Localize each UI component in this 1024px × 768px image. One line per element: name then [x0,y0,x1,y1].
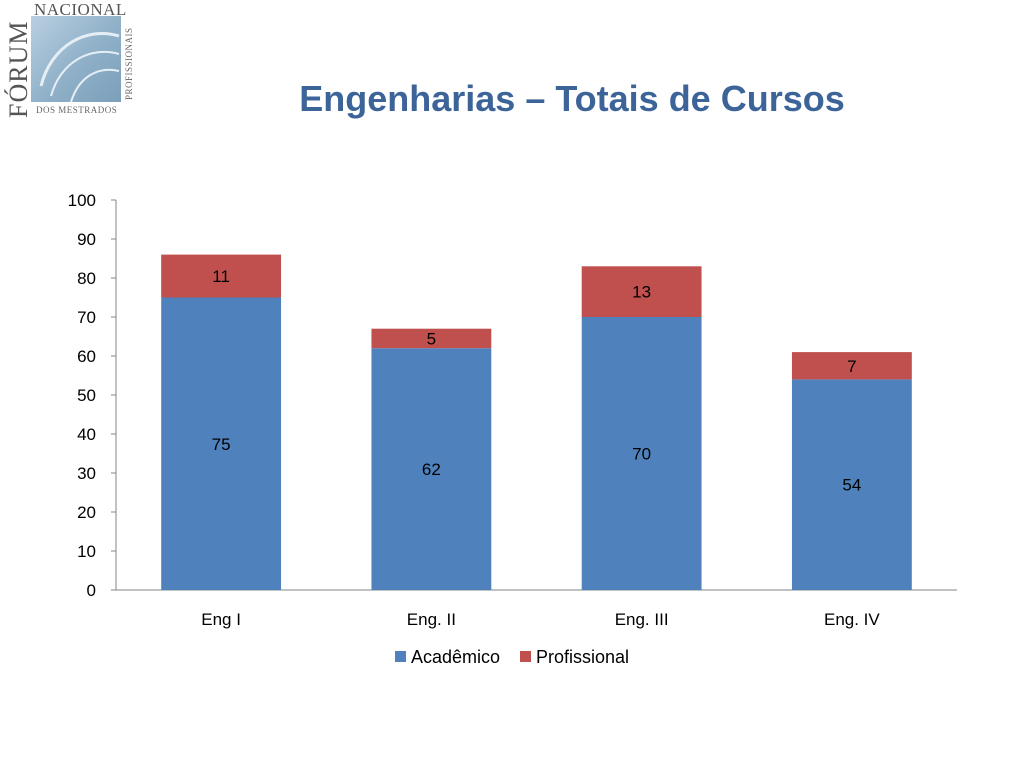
bar-academico [161,297,282,590]
legend-label: Acadêmico [410,647,500,667]
y-tick-label: 90 [77,230,96,249]
bar-profissional [791,352,912,380]
x-tick-label: Eng. III [615,610,669,629]
legend-swatch [394,651,406,662]
y-tick-label: 70 [77,308,96,327]
bar-profissional [161,254,282,298]
data-label: 75 [212,435,231,454]
logo-bottom-text: DOS MESTRADOS [36,105,118,115]
data-label: 11 [212,267,230,286]
data-label: 13 [632,283,651,302]
logo-name-text: NACIONAL [34,0,127,19]
y-tick-label: 60 [77,347,96,366]
data-label: 5 [427,329,436,348]
bar-academico [581,317,702,590]
y-tick-label: 0 [87,581,96,600]
x-tick-label: Eng I [201,610,241,629]
legend-swatch [520,651,531,662]
bar-academico [791,379,912,590]
data-label: 62 [422,460,441,479]
page-title: Engenharias – Totais de Cursos [299,78,845,119]
bar-profissional [581,266,702,317]
logo-emblem [31,16,121,102]
y-tick-label: 20 [77,503,96,522]
stacked-bar-chart: 0 10 20 30 40 50 60 70 80 90 100 75 11 Eng I 62 5 Eng. I… [68,191,957,629]
bar-profissional [371,328,492,349]
x-tick-label: Eng. IV [824,610,880,629]
legend-item-profissional: Profissional [520,647,629,668]
y-tick-label: 10 [77,542,96,561]
legend-item-academico: Acadêmico [394,647,500,668]
bar-academico [371,348,492,590]
data-label: 54 [842,476,861,495]
y-tick-label: 100 [68,191,96,210]
forum-logo: NACIONAL FÓRUM PROFISSIONAIS DOS MESTRAD… [4,0,144,120]
x-tick-label: Eng. II [407,610,456,629]
legend-label: Profissional [536,647,630,667]
data-label: 7 [847,357,856,376]
y-tick-label: 50 [77,386,96,405]
chart-legend: Acadêmico Profissional [0,647,1024,668]
y-tick-label: 80 [77,269,96,288]
data-label: 70 [632,445,651,464]
y-tick-label: 30 [77,464,96,483]
y-tick-label: 40 [77,425,96,444]
